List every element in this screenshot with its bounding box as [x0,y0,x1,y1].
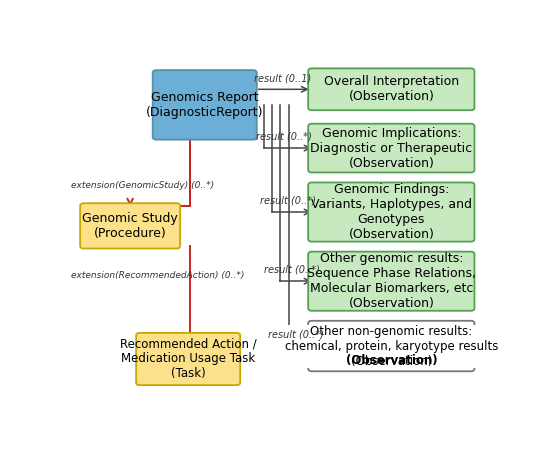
FancyBboxPatch shape [308,182,475,242]
Text: Other genomic results:
Sequence Phase Relations,
Molecular Biomarkers, etc
(Obse: Other genomic results: Sequence Phase Re… [307,252,476,310]
Text: extension(RecommendedAction) (0..*): extension(RecommendedAction) (0..*) [71,271,244,280]
Text: Other non-genomic results:
chemical, protein, karyotype results
(Observation): Other non-genomic results: chemical, pro… [285,325,498,368]
Text: result (0..*): result (0..*) [256,132,311,142]
FancyBboxPatch shape [136,333,240,385]
FancyBboxPatch shape [308,321,475,371]
FancyBboxPatch shape [308,251,475,311]
Text: result (0..1): result (0..1) [254,73,311,83]
Text: result (0..*): result (0..*) [264,265,320,275]
FancyBboxPatch shape [152,70,257,140]
Text: Overall Interpretation
(Observation): Overall Interpretation (Observation) [324,75,459,103]
Text: Recommended Action /
Medication Usage Task
(Task): Recommended Action / Medication Usage Ta… [120,338,256,380]
Text: Other non-genomic results:
chemical, protein, karyotype results
(Observation): Other non-genomic results: chemical, pro… [285,325,498,368]
Text: Genomic Findings:
Variants, Haplotypes, and
Genotypes
(Observation): Genomic Findings: Variants, Haplotypes, … [311,183,472,241]
FancyBboxPatch shape [308,68,475,110]
Text: Genomic Study
(Procedure): Genomic Study (Procedure) [82,212,178,240]
Text: (Observation): (Observation) [346,354,437,367]
Text: Genomics Report
(DiagnosticReport): Genomics Report (DiagnosticReport) [146,91,264,119]
FancyBboxPatch shape [80,203,180,249]
Text: Genomic Implications:
Diagnostic or Therapeutic
(Observation): Genomic Implications: Diagnostic or Ther… [310,127,472,170]
Text: result (0..*): result (0..*) [268,330,324,340]
FancyBboxPatch shape [308,124,475,172]
Text: extension(GenomicStudy) (0..*): extension(GenomicStudy) (0..*) [71,181,214,190]
Text: result (0..*): result (0..*) [259,196,316,206]
